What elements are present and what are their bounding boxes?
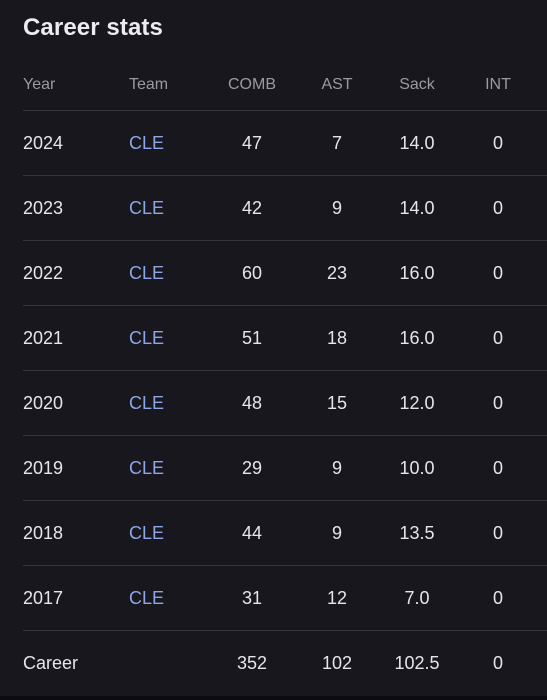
year-cell: 2021 [23,327,64,348]
table-row: 2022 CLE 60 23 16.0 0 [23,241,547,306]
table-row: 2023 CLE 42 9 14.0 0 [23,176,547,241]
year-cell: 2023 [23,197,64,218]
int-cell: 0 [492,522,503,543]
int-cell: 0 [492,132,503,153]
career-ast-cell: 102 [321,652,353,673]
career-team-cell [129,631,209,695]
section-title: Career stats [23,14,163,41]
int-cell: 0 [492,197,503,218]
comb-cell: 29 [241,457,263,478]
ast-cell: 9 [331,457,342,478]
career-total-row: Career 352 102 102.5 0 [23,631,547,695]
year-cell: 2020 [23,392,64,413]
comb-cell: 51 [241,327,263,348]
int-cell: 0 [492,392,503,413]
column-header-ast: AST [321,76,353,93]
table-row: 2021 CLE 51 18 16.0 0 [23,306,547,371]
int-cell: 0 [492,457,503,478]
column-header-int: INT [485,76,511,93]
year-cell: 2017 [23,587,64,608]
sack-cell: 7.0 [404,587,430,608]
comb-cell: 48 [241,392,263,413]
sack-cell: 16.0 [399,262,435,283]
comb-cell: 47 [241,132,263,153]
ast-cell: 7 [331,132,342,153]
sack-cell: 13.5 [399,522,435,543]
sack-cell: 14.0 [399,197,435,218]
team-link[interactable]: CLE [129,262,165,283]
bottom-edge-bar [0,696,547,700]
career-sack-cell: 102.5 [394,652,440,673]
table-row: 2017 CLE 31 12 7.0 0 [23,566,547,631]
column-header-comb: COMB [228,76,276,93]
int-cell: 0 [492,327,503,348]
column-header-sack: Sack [399,76,435,93]
ast-cell: 12 [326,587,348,608]
career-int-cell: 0 [492,652,503,673]
sack-cell: 10.0 [399,457,435,478]
table-row: 2019 CLE 29 9 10.0 0 [23,436,547,501]
team-link[interactable]: CLE [129,587,165,608]
int-cell: 0 [492,587,503,608]
ast-cell: 9 [331,197,342,218]
int-cell: 0 [492,262,503,283]
column-header-year: Year [23,76,56,93]
team-link[interactable]: CLE [129,457,165,478]
column-header-team: Team [129,76,169,93]
year-cell: 2019 [23,457,64,478]
sack-cell: 16.0 [399,327,435,348]
team-link[interactable]: CLE [129,132,165,153]
ast-cell: 15 [326,392,348,413]
table-header-row: Year Team COMB AST Sack INT [23,60,547,111]
comb-cell: 60 [241,262,263,283]
team-link[interactable]: CLE [129,522,165,543]
sack-cell: 12.0 [399,392,435,413]
ast-cell: 18 [326,327,348,348]
team-link[interactable]: CLE [129,392,165,413]
table-row: 2018 CLE 44 9 13.5 0 [23,501,547,566]
sack-cell: 14.0 [399,132,435,153]
career-stats-table: Year Team COMB AST Sack INT 2024 CLE 47 … [23,60,547,695]
table-row: 2024 CLE 47 7 14.0 0 [23,111,547,176]
year-cell: 2024 [23,132,64,153]
year-cell: 2018 [23,522,64,543]
year-cell: 2022 [23,262,64,283]
team-link[interactable]: CLE [129,327,165,348]
career-comb-cell: 352 [236,652,268,673]
comb-cell: 31 [241,587,263,608]
career-label: Career [23,652,79,673]
team-link[interactable]: CLE [129,197,165,218]
ast-cell: 23 [326,262,348,283]
comb-cell: 44 [241,522,263,543]
table-row: 2020 CLE 48 15 12.0 0 [23,371,547,436]
comb-cell: 42 [241,197,263,218]
ast-cell: 9 [331,522,342,543]
